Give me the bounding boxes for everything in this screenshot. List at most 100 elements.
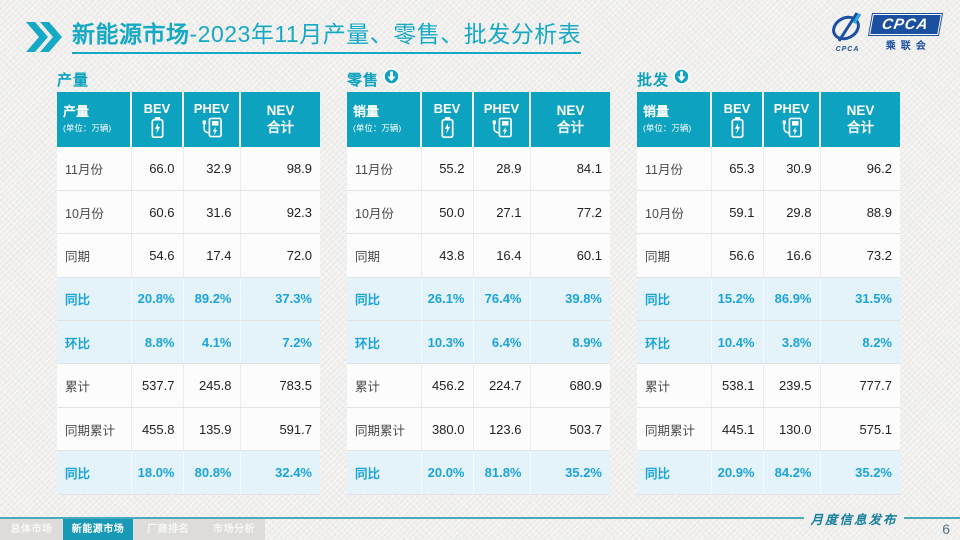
cell-value: 3.8% [762, 320, 820, 365]
header-total-cell: NEV 合计 [819, 92, 900, 147]
cell-value: 8.2% [819, 320, 900, 365]
phev-column-label: PHEV [193, 101, 230, 116]
table-row: 同期 54.6 17.4 72.0 [57, 233, 320, 278]
cell-value: 35.2% [529, 450, 610, 495]
table-row: 环比 10.4% 3.8% 8.2% [637, 320, 900, 365]
section-header: 产量 [57, 68, 320, 90]
cell-value: 60.6 [130, 190, 183, 235]
row-label: 10月份 [347, 190, 421, 235]
page-number: 6 [942, 521, 950, 537]
row-label: 同比 [347, 277, 421, 322]
cell-value: 16.6 [762, 233, 820, 278]
bev-column-label: BEV [433, 101, 461, 116]
cell-value: 31.5% [819, 277, 900, 322]
footer-tab-4[interactable]: 市场分析 [203, 519, 265, 540]
table-row: 10月份 59.1 29.8 88.9 [637, 190, 900, 235]
row-label: 同期累计 [637, 407, 711, 452]
cpca-chinese-name: 乘联会 [885, 40, 931, 52]
cell-value: 224.7 [472, 363, 530, 408]
cell-value: 777.7 [819, 363, 900, 408]
footer-tabbar: 总体市场 新能源市场 厂商排名 市场分析 [0, 519, 265, 540]
section-title: 批发 [637, 71, 670, 89]
header-total-cell: NEV 合计 [239, 92, 320, 147]
header-bev-cell: BEV [710, 92, 763, 147]
battery-icon [150, 117, 164, 138]
page-title-rest: -2023年11月产量、零售、批发分析表 [189, 21, 582, 47]
table-header-row: 销量 (单位：万辆) BEV [347, 92, 610, 147]
cell-value: 66.0 [130, 147, 183, 191]
cell-value: 86.9% [762, 277, 820, 322]
row-label: 环比 [347, 320, 421, 365]
cell-value: 591.7 [239, 407, 320, 452]
slide-header: 新能源市场-2023年11月产量、零售、批发分析表 [26, 20, 582, 54]
cell-value: 77.2 [529, 190, 610, 235]
cell-value: 32.9 [182, 147, 240, 191]
footer-tab-3[interactable]: 厂商排名 [133, 519, 203, 540]
footer-tab-1[interactable]: 总体市场 [0, 519, 63, 540]
cell-value: 538.1 [710, 363, 763, 408]
table-panel: 批发 CPCA 乘联会 销量 (单位：万辆) [634, 68, 900, 495]
table-row: 同比 15.2% 86.9% 31.5% [637, 277, 900, 322]
cell-value: 65.3 [710, 147, 763, 191]
table-row: 环比 10.3% 6.4% 8.9% [347, 320, 610, 365]
cell-value: 98.9 [239, 147, 320, 191]
total-column-label-line2: 合计 [557, 119, 584, 135]
cell-value: 18.0% [130, 450, 183, 495]
total-column-label-line1: NEV [846, 103, 875, 119]
table-row: 同期累计 445.1 130.0 575.1 [637, 407, 900, 452]
charging-pump-icon [492, 117, 512, 138]
measure-label: 销量 [353, 104, 380, 120]
cell-value: 10.4% [710, 320, 763, 365]
cell-value: 17.4 [182, 233, 240, 278]
row-label: 同比 [57, 277, 131, 322]
cell-value: 84.1 [529, 147, 610, 191]
measure-label: 产量 [63, 104, 90, 120]
cell-value: 50.0 [420, 190, 473, 235]
table-row: 累计 538.1 239.5 777.7 [637, 363, 900, 408]
cell-value: 445.1 [710, 407, 763, 452]
charging-pump-icon [782, 117, 802, 138]
row-label: 环比 [57, 320, 131, 365]
table-row: 同期累计 455.8 135.9 591.7 [57, 407, 320, 452]
footer-tab-2[interactable]: 新能源市场 [63, 519, 133, 540]
phev-column-label: PHEV [483, 101, 520, 116]
section-header: 零售 [347, 68, 610, 90]
cell-value: 30.9 [762, 147, 820, 191]
table-row: 同期 56.6 16.6 73.2 [637, 233, 900, 278]
row-label: 11月份 [347, 147, 421, 191]
cell-value: 20.9% [710, 450, 763, 495]
cell-value: 76.4% [472, 277, 530, 322]
row-label: 同期累计 [57, 407, 131, 452]
row-label: 11月份 [57, 147, 131, 191]
cell-value: 96.2 [819, 147, 900, 191]
cpca-logo-small-text: CPCA [835, 46, 860, 53]
table-header-row: 产量 (单位：万辆) BEV [57, 92, 320, 147]
battery-icon [440, 117, 454, 138]
row-label: 累计 [57, 363, 131, 408]
header-total-cell: NEV 合计 [529, 92, 610, 147]
cell-value: 35.2% [819, 450, 900, 495]
cell-value: 6.4% [472, 320, 530, 365]
cell-value: 130.0 [762, 407, 820, 452]
cell-value: 32.4% [239, 450, 320, 495]
cell-value: 7.2% [239, 320, 320, 365]
cell-value: 88.9 [819, 190, 900, 235]
cell-value: 43.8 [420, 233, 473, 278]
cell-value: 575.1 [819, 407, 900, 452]
cell-value: 680.9 [529, 363, 610, 408]
page-title: 新能源市场-2023年11月产量、零售、批发分析表 [72, 20, 582, 54]
row-label: 环比 [637, 320, 711, 365]
row-label: 累计 [637, 363, 711, 408]
page-title-emphasis: 新能源市场 [72, 21, 190, 47]
cell-value: 29.8 [762, 190, 820, 235]
table-panel: 产量 CPCA 乘联会 产量 (单位：万辆) [54, 68, 320, 495]
cell-value: 59.1 [710, 190, 763, 235]
total-column-label-line1: NEV [556, 103, 585, 119]
cell-value: 31.6 [182, 190, 240, 235]
cell-value: 55.2 [420, 147, 473, 191]
cell-value: 20.8% [130, 277, 183, 322]
bev-column-label: BEV [143, 101, 171, 116]
cell-value: 56.6 [710, 233, 763, 278]
data-table: 产量 (单位：万辆) BEV [57, 92, 320, 495]
cell-value: 135.9 [182, 407, 240, 452]
